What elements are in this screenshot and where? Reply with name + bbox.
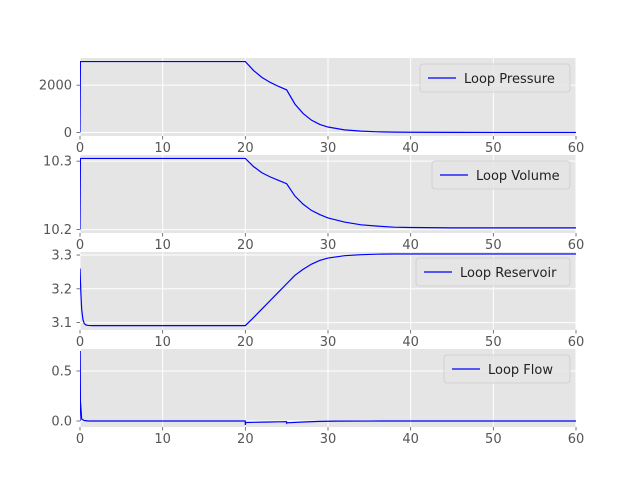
x-tick-label: 0 [76,335,84,350]
x-tick-label: 20 [237,238,254,253]
legend: Loop Volume [431,160,571,190]
legend-box [431,160,571,190]
x-tick-label: 40 [402,335,419,350]
x-tick-label: 10 [154,335,171,350]
legend: Loop Reservoir [415,257,571,287]
x-tick-label: 50 [485,141,502,156]
x-tick-label: 30 [320,238,337,253]
x-tick-label: 60 [568,432,585,447]
y-tick-label: 10.3 [43,155,72,170]
series-line [80,60,576,134]
subplot-1: 0 10 20 30 40 50 60 0 2000 Loop Pressure [39,58,584,156]
legend-label: Loop Volume [476,169,560,184]
x-tick-label: 50 [485,335,502,350]
y-tick-label: 0.5 [51,365,72,380]
legend-box [419,63,571,93]
x-tick-label: 40 [402,141,419,156]
y-tick-label: 2000 [39,79,72,94]
x-tick-label: 30 [320,335,337,350]
x-tick-label: 0 [76,238,84,253]
x-tick-label: 0 [76,432,84,447]
x-tick-label: 40 [402,238,419,253]
x-tick-label: 50 [485,432,502,447]
legend-box [443,354,571,384]
x-tick-label: 20 [237,335,254,350]
y-tick-label: 0 [64,126,72,141]
subplot-2: 0 10 20 30 40 50 60 10.2 10.3 Loop Volume [43,155,584,253]
legend: Loop Pressure [419,63,571,93]
legend: Loop Flow [443,354,571,384]
y-tick-label: 0.0 [51,415,72,430]
y-tick-label: 3.3 [51,249,72,264]
series-line [80,350,576,426]
x-tick-label: 10 [154,238,171,253]
series-line [80,253,576,327]
x-tick-label: 20 [237,432,254,447]
x-tick-label: 60 [568,141,585,156]
x-tick-label: 10 [154,432,171,447]
x-tick-label: 30 [320,432,337,447]
y-tick-label: 3.2 [51,282,72,297]
x-tick-label: 60 [568,238,585,253]
subplot-3: 0 10 20 30 40 50 60 3.1 3.2 3.3 Loop Reservoir [51,249,584,350]
y-tick-label: 3.1 [51,316,72,331]
series-line [80,157,576,230]
x-tick-label: 0 [76,141,84,156]
subplot-4: 0 10 20 30 40 50 60 0.0 0.5 Loop Flow [51,349,584,447]
legend-label: Loop Flow [488,363,553,378]
x-tick-label: 40 [402,432,419,447]
x-tick-label: 60 [568,335,585,350]
legend-box [415,257,571,287]
x-tick-label: 50 [485,238,502,253]
x-tick-label: 30 [320,141,337,156]
x-tick-label: 20 [237,141,254,156]
y-tick-label: 10.2 [43,223,72,238]
legend-label: Loop Reservoir [460,266,557,281]
legend-label: Loop Pressure [464,72,555,87]
x-tick-label: 10 [154,141,171,156]
